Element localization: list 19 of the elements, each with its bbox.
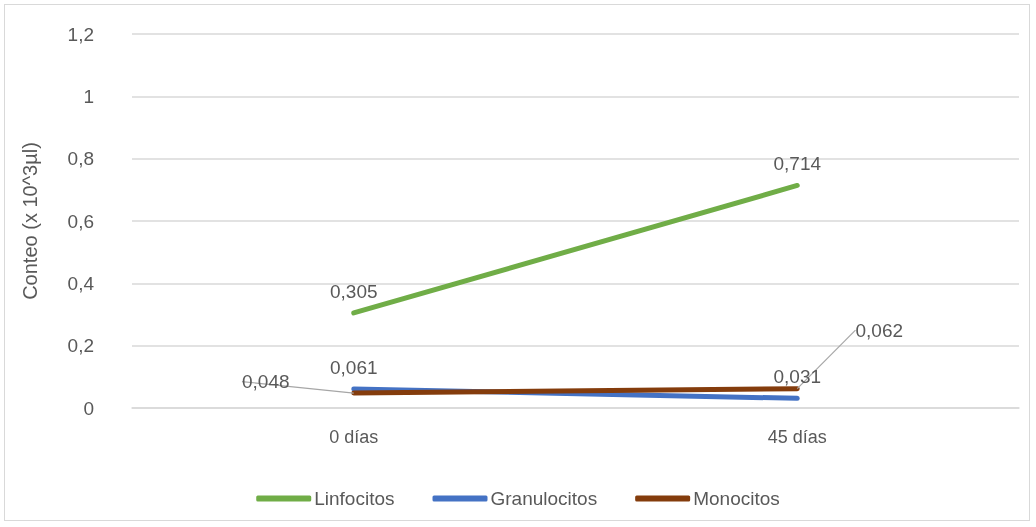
data-label: 0,305	[329, 280, 378, 302]
y-tick-label: 1	[83, 85, 94, 107]
data-label: 0,062	[855, 319, 904, 341]
y-tick-label: 0,2	[67, 335, 94, 357]
x-tick-label: 0 días	[329, 427, 379, 447]
legend-label: Linfocitos	[314, 488, 395, 509]
y-tick-label: 0,4	[67, 272, 95, 294]
data-label: 0,048	[241, 371, 290, 393]
y-tick-label: 0,6	[67, 210, 94, 232]
data-label: 0,061	[329, 356, 378, 378]
legend-label: Monocitos	[693, 488, 780, 509]
y-tick-label: 0	[83, 397, 94, 419]
y-tick-label: 0,8	[67, 148, 94, 170]
data-label: 0,031	[773, 366, 822, 388]
x-tick-label: 45 días	[767, 427, 827, 447]
y-axis-title: Conteo (x 10^3µl)	[19, 142, 41, 300]
y-tick-label: 1,2	[67, 23, 94, 45]
legend-label: Granulocitos	[490, 488, 598, 509]
data-label: 0,714	[773, 153, 822, 175]
